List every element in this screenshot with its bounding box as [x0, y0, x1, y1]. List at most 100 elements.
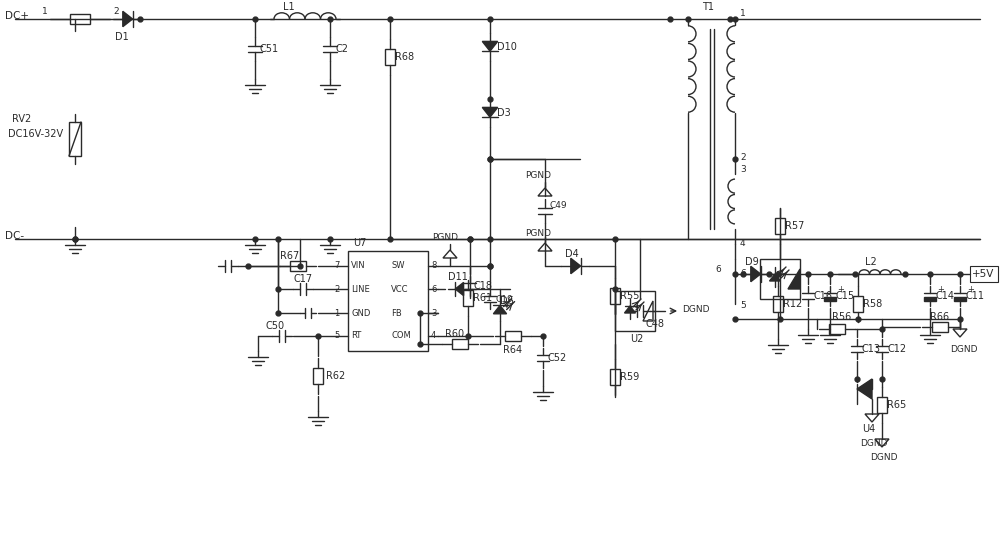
Text: VIN: VIN	[351, 261, 366, 271]
Bar	[773, 296, 783, 312]
Polygon shape	[482, 41, 498, 51]
Text: 6: 6	[431, 284, 436, 294]
Text: DC16V-32V: DC16V-32V	[8, 129, 63, 139]
Text: C49: C49	[550, 201, 568, 210]
Text: +: +	[967, 285, 974, 294]
Text: C51: C51	[260, 44, 279, 54]
Text: U7: U7	[353, 238, 366, 248]
Text: 6: 6	[715, 265, 721, 273]
Text: C17: C17	[293, 274, 312, 284]
Text: R68: R68	[395, 52, 414, 62]
Bar	[385, 49, 395, 65]
Bar	[924, 297, 936, 301]
Text: +: +	[937, 285, 944, 294]
Text: LINE: LINE	[351, 284, 370, 294]
Text: C11: C11	[965, 291, 984, 301]
Text: DGND: DGND	[860, 440, 888, 449]
Bar	[505, 331, 521, 341]
Polygon shape	[571, 258, 581, 274]
Text: D11: D11	[448, 272, 468, 282]
Bar	[348, 251, 428, 351]
Text: DC-: DC-	[5, 231, 24, 241]
Text: DGND: DGND	[950, 345, 978, 354]
Text: C18: C18	[474, 281, 493, 291]
Text: +5V: +5V	[972, 269, 994, 279]
Bar	[824, 297, 836, 301]
Text: R56: R56	[832, 312, 851, 322]
Bar	[610, 369, 620, 385]
Text: R61: R61	[473, 293, 492, 303]
Polygon shape	[455, 282, 464, 295]
Text: C16: C16	[813, 291, 832, 301]
Text: COM: COM	[391, 332, 411, 340]
Text: R58: R58	[863, 299, 882, 309]
Text: C13: C13	[862, 344, 881, 354]
Polygon shape	[624, 306, 636, 313]
Text: 2: 2	[740, 153, 746, 161]
Text: RV2: RV2	[12, 114, 31, 124]
Text: DGND: DGND	[870, 452, 898, 462]
Text: RT: RT	[351, 332, 361, 340]
Bar	[970, 266, 998, 282]
Bar	[954, 297, 966, 301]
Text: PGND: PGND	[432, 233, 458, 243]
Text: C2: C2	[335, 44, 348, 54]
Bar	[463, 290, 473, 306]
Text: 4: 4	[431, 332, 436, 340]
Text: R57: R57	[785, 221, 804, 231]
Text: 5: 5	[334, 332, 339, 340]
Text: R62: R62	[326, 371, 345, 381]
Text: L1: L1	[283, 2, 295, 12]
Text: 2: 2	[113, 7, 119, 15]
Text: C48: C48	[645, 319, 664, 329]
Polygon shape	[123, 12, 133, 27]
Bar	[70, 14, 90, 24]
Text: DC+: DC+	[5, 11, 29, 21]
Text: R12: R12	[783, 299, 802, 309]
Text: U2: U2	[630, 334, 643, 344]
Polygon shape	[857, 379, 872, 399]
Bar	[610, 288, 620, 304]
Text: 7: 7	[334, 261, 339, 271]
Polygon shape	[493, 305, 507, 314]
Polygon shape	[770, 274, 780, 281]
Text: SW: SW	[391, 261, 404, 271]
Text: D3: D3	[497, 108, 511, 118]
Text: R66: R66	[930, 312, 949, 322]
Bar	[452, 339, 468, 349]
Text: C14: C14	[935, 291, 954, 301]
Text: PGND: PGND	[525, 228, 551, 238]
Text: 4: 4	[740, 239, 746, 249]
Text: C12: C12	[887, 344, 906, 354]
Text: C50: C50	[266, 321, 285, 331]
Polygon shape	[751, 266, 761, 282]
Text: C15: C15	[835, 291, 854, 301]
Text: 8: 8	[431, 261, 436, 271]
Text: PGND: PGND	[525, 171, 551, 181]
Text: +: +	[837, 285, 844, 294]
Text: 6: 6	[740, 270, 746, 278]
Text: 1: 1	[740, 9, 746, 19]
Bar	[760, 259, 800, 299]
Text: 1: 1	[42, 7, 48, 15]
Bar	[69, 122, 81, 156]
Text: T1: T1	[702, 2, 714, 12]
Text: GND: GND	[351, 309, 370, 317]
Text: 3: 3	[740, 165, 746, 173]
Text: D10: D10	[497, 42, 517, 52]
Text: L2: L2	[865, 257, 877, 267]
Text: R55: R55	[620, 291, 639, 301]
Text: VCC: VCC	[391, 284, 409, 294]
Text: FB: FB	[391, 309, 402, 317]
Bar	[615, 291, 655, 331]
Text: D4: D4	[565, 249, 579, 259]
Text: R65: R65	[887, 400, 906, 410]
Text: R67: R67	[280, 251, 299, 261]
Polygon shape	[482, 108, 498, 117]
Bar	[829, 324, 845, 334]
Bar	[932, 322, 948, 332]
Text: D1: D1	[115, 32, 129, 42]
Text: R59: R59	[620, 372, 639, 382]
Text: U4: U4	[862, 424, 875, 434]
Text: D6: D6	[500, 296, 514, 306]
